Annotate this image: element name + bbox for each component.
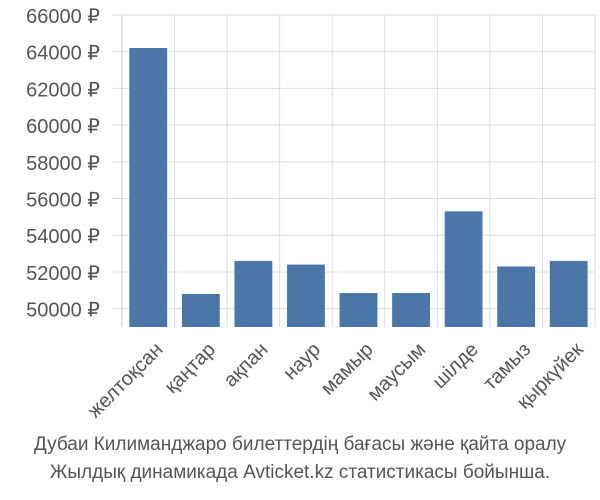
y-tick-label: 64000 ₽ [26, 43, 100, 65]
y-tick-label: 62000 ₽ [26, 79, 100, 101]
y-tick-label: 50000 ₽ [26, 300, 100, 322]
x-tick-label: наур [279, 339, 325, 385]
x-tick-label: маусым [363, 339, 430, 406]
bar [444, 211, 483, 327]
bar [339, 293, 378, 327]
bar [549, 260, 588, 327]
caption-line-2: Жылдық динамикада Avticket.kz статистика… [49, 462, 551, 483]
caption-line-1: Дубаи Килиманджаро билеттердің бағасы жә… [33, 434, 567, 455]
y-tick-label: 52000 ₽ [26, 263, 100, 285]
x-tick-label: шілде [428, 339, 482, 393]
x-tick-label: ақпан [220, 339, 273, 392]
x-tick-label: желтоқсан [84, 339, 168, 423]
bar [234, 260, 273, 327]
y-tick-label: 56000 ₽ [26, 190, 100, 212]
bars [129, 48, 588, 328]
y-tick-label: 60000 ₽ [26, 116, 100, 138]
y-tick-label: 54000 ₽ [26, 226, 100, 248]
gridlines [112, 14, 596, 327]
y-axis-ticks: 50000 ₽ 52000 ₽ 54000 ₽ 56000 ₽ 58000 ₽ 60000… [26, 6, 100, 322]
bar [497, 266, 536, 327]
bar [181, 293, 220, 327]
bar [129, 48, 168, 328]
y-tick-label: 66000 ₽ [26, 6, 100, 28]
y-tick-label: 58000 ₽ [26, 153, 100, 175]
bar-chart: 50000 ₽ 52000 ₽ 54000 ₽ 56000 ₽ 58000 ₽ 60000… [26, 6, 596, 422]
bar [287, 264, 325, 327]
x-tick-label: қаңтар [161, 339, 220, 398]
bar [392, 293, 430, 327]
